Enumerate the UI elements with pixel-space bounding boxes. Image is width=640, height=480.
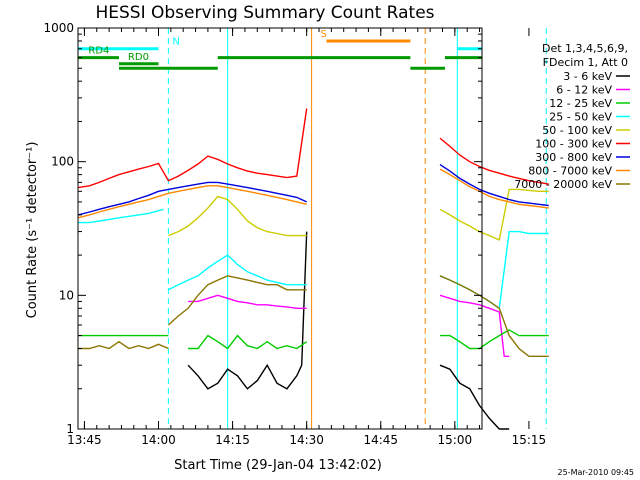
series-line-3-2 <box>439 230 549 310</box>
legend-label-0: 3 - 6 keV <box>563 70 612 83</box>
annotation-label-3: RD4 <box>88 46 109 57</box>
x-axis-label: Start Time (29-Jan-04 13:42:02) <box>174 458 382 473</box>
annotation-label-0: N <box>172 37 179 48</box>
series-line-3-1 <box>168 254 307 291</box>
series-line-8-1 <box>167 275 307 326</box>
legend-label-6: 300 - 800 keV <box>535 151 612 164</box>
x-tick-label-0: 13:45 <box>67 433 102 447</box>
series-line-6-0 <box>77 181 307 216</box>
legend-label-1: 6 - 12 keV <box>556 84 612 97</box>
legend-label-4: 50 - 100 keV <box>542 124 612 137</box>
y-tick-label-0: 1 <box>66 422 74 436</box>
x-tick-label-2: 14:15 <box>215 433 250 447</box>
legend-label-5: 100 - 300 keV <box>535 138 612 151</box>
series-line-7-1 <box>439 168 549 209</box>
series-line-0-1 <box>439 364 510 430</box>
legend-label-3: 25 - 50 keV <box>549 111 612 124</box>
y-tick-label-3: 1000 <box>43 21 74 35</box>
x-tick-label-5: 15:00 <box>438 433 473 447</box>
y-tick-label-1: 10 <box>59 288 74 302</box>
chart-title: HESSI Observing Summary Count Rates <box>95 3 434 23</box>
timestamp: 25-Mar-2010 09:45 <box>558 468 635 477</box>
x-tick-label-4: 14:45 <box>363 433 398 447</box>
y-axis-label: Count Rate (s⁻¹ detector⁻¹) <box>25 142 40 319</box>
series-line-5-0 <box>77 108 308 189</box>
series-line-2-1 <box>188 334 308 350</box>
x-axis: 13:45 14:00 14:15 14:30 14:45 15:00 15:15 <box>67 28 546 447</box>
series-line-5-1 <box>439 137 549 185</box>
annotation-label-8: S <box>321 29 327 40</box>
series-line-4-0 <box>168 195 307 237</box>
series-line-1-0 <box>188 294 307 309</box>
legend-label-8: 7000 - 20000 keV <box>514 178 612 191</box>
series-line-3-0 <box>78 208 164 224</box>
x-tick-label-6: 15:15 <box>512 433 547 447</box>
series-line-6-1 <box>439 164 549 207</box>
legend-label-7: 800 - 7000 keV <box>528 165 612 178</box>
series-line-8-0 <box>78 340 169 350</box>
plot-area: N RD0 RD4 S <box>77 27 549 430</box>
y-tick-label-2: 100 <box>51 155 74 169</box>
legend-label-2: 12 - 25 keV <box>549 97 612 110</box>
x-tick-label-1: 14:00 <box>141 433 176 447</box>
legend: Det 1,3,4,5,6,9,FDecim 1, Att 03 - 6 keV… <box>514 42 630 191</box>
series-line-2-2 <box>440 329 549 350</box>
legend-header-0: Det 1,3,4,5,6,9, <box>542 42 628 55</box>
legend-header-1: FDecim 1, Att 0 <box>543 56 628 69</box>
annotation-label-2: RD0 <box>128 52 149 63</box>
y-axis: 1 10 100 1000 <box>43 21 482 436</box>
x-tick-label-3: 14:30 <box>289 433 324 447</box>
series-line-4-1 <box>439 188 549 241</box>
series-line-8-2 <box>439 275 549 357</box>
series-line-7-0 <box>77 185 307 219</box>
series-line-0-0 <box>187 231 308 390</box>
plot-frame <box>77 27 483 430</box>
series-line-1-1 <box>439 294 510 357</box>
